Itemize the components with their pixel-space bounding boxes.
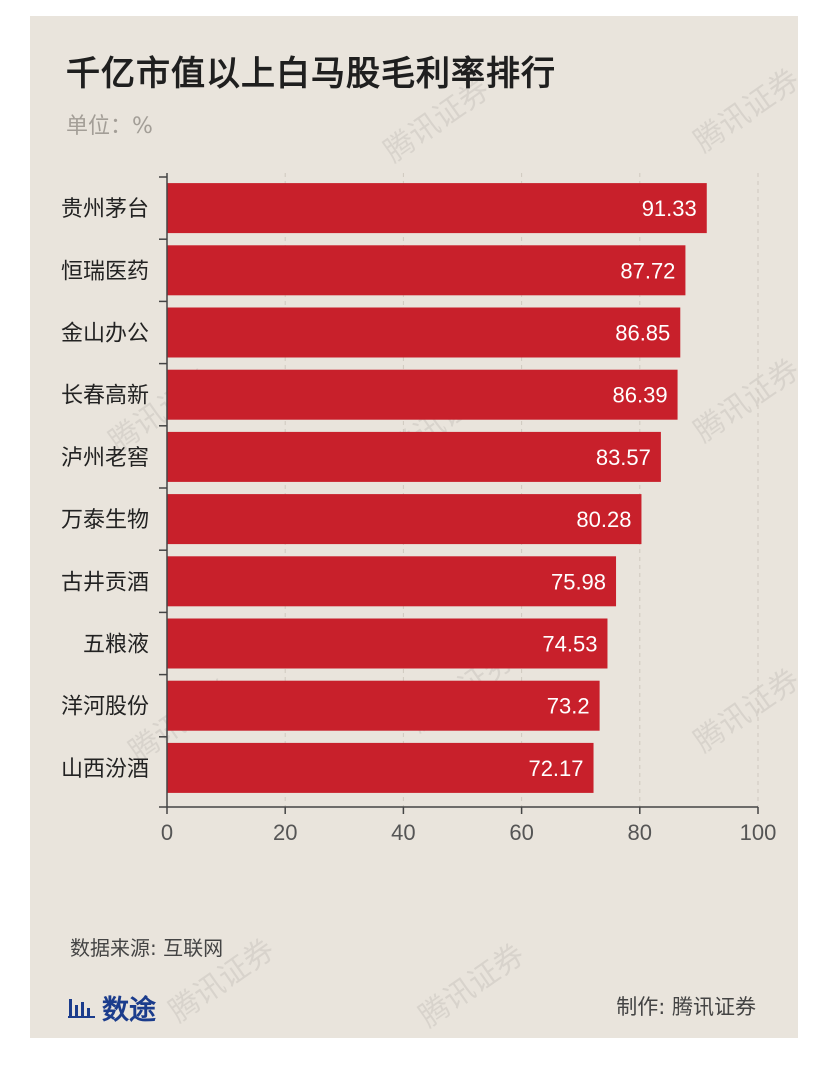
data-label: 80.28 — [576, 507, 631, 532]
data-label: 72.17 — [528, 756, 583, 781]
chart-card: 千亿市值以上白马股毛利率排行 单位：% 腾讯证券 腾讯证券 腾讯证券 腾讯证券 … — [30, 16, 798, 1038]
bar — [167, 183, 707, 234]
data-label: 74.53 — [542, 632, 597, 657]
category-label: 洋河股份 — [61, 695, 149, 720]
category-label: 古井贡酒 — [61, 570, 149, 595]
bar — [167, 431, 661, 482]
category-label: 山西汾酒 — [61, 757, 149, 782]
data-label: 83.57 — [596, 445, 651, 470]
data-label: 91.33 — [642, 196, 697, 221]
chart-title: 千亿市值以上白马股毛利率排行 — [66, 54, 556, 94]
bar-chart-icon — [68, 998, 95, 1018]
category-label: 五粮液 — [83, 633, 149, 658]
category-label: 泸州老窖 — [61, 446, 149, 471]
watermark: 腾讯证券 — [412, 937, 532, 1035]
data-label: 87.72 — [620, 258, 675, 283]
data-label: 73.2 — [547, 694, 590, 719]
bar — [167, 618, 608, 669]
bar — [167, 680, 600, 731]
x-tick-label: 80 — [628, 820, 652, 845]
bar — [167, 556, 617, 607]
brand-name: 数途 — [102, 995, 156, 1026]
data-label: 75.98 — [551, 569, 606, 594]
data-label: 86.39 — [613, 383, 668, 408]
category-label: 金山办公 — [61, 322, 149, 347]
bar-chart: 贵州茅台 91.33 恒瑞医药 87.72 金山办公 86.85 长春高新 86.39 泸州老窖… — [61, 173, 777, 845]
x-tick-label: 0 — [161, 820, 173, 845]
category-label: 贵州茅台 — [61, 197, 149, 222]
maker-credit: 制作: 腾讯证券 — [616, 995, 756, 1019]
x-tick-label: 20 — [273, 820, 297, 845]
category-label: 恒瑞医药 — [61, 259, 149, 284]
bar — [167, 369, 678, 420]
data-label: 86.85 — [615, 321, 670, 346]
x-tick-label: 60 — [509, 820, 533, 845]
bar — [167, 494, 642, 545]
bar — [167, 742, 594, 793]
data-source: 数据来源: 互联网 — [70, 936, 224, 960]
brand-logo: 数途 — [68, 988, 156, 1027]
bar — [167, 245, 686, 296]
x-tick-label: 40 — [391, 820, 415, 845]
bar — [167, 307, 681, 358]
category-label: 长春高新 — [61, 384, 149, 409]
category-label: 万泰生物 — [61, 508, 149, 533]
x-tick-label: 100 — [740, 820, 777, 845]
unit-label: 单位：% — [66, 114, 153, 139]
